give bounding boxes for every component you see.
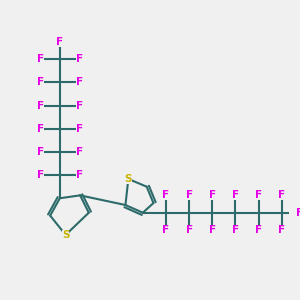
Text: F: F [255,190,262,200]
Text: F: F [76,100,83,111]
Text: F: F [76,77,83,88]
Text: F: F [255,225,262,235]
Text: F: F [209,190,216,200]
Text: F: F [162,225,169,235]
Text: F: F [162,190,169,200]
Text: F: F [37,170,44,180]
Text: F: F [232,190,239,200]
Text: F: F [37,54,44,64]
Text: F: F [76,147,83,157]
Text: F: F [37,124,44,134]
Text: S: S [124,174,132,184]
Text: F: F [186,190,193,200]
Text: F: F [296,208,300,218]
Text: F: F [76,124,83,134]
Text: F: F [278,225,285,235]
Text: F: F [232,225,239,235]
Text: F: F [56,37,63,47]
Text: F: F [37,147,44,157]
Text: S: S [62,230,69,240]
Text: F: F [278,190,285,200]
Text: F: F [37,77,44,88]
Text: F: F [37,100,44,111]
Text: F: F [186,225,193,235]
Text: F: F [209,225,216,235]
Text: F: F [76,170,83,180]
Text: F: F [76,54,83,64]
